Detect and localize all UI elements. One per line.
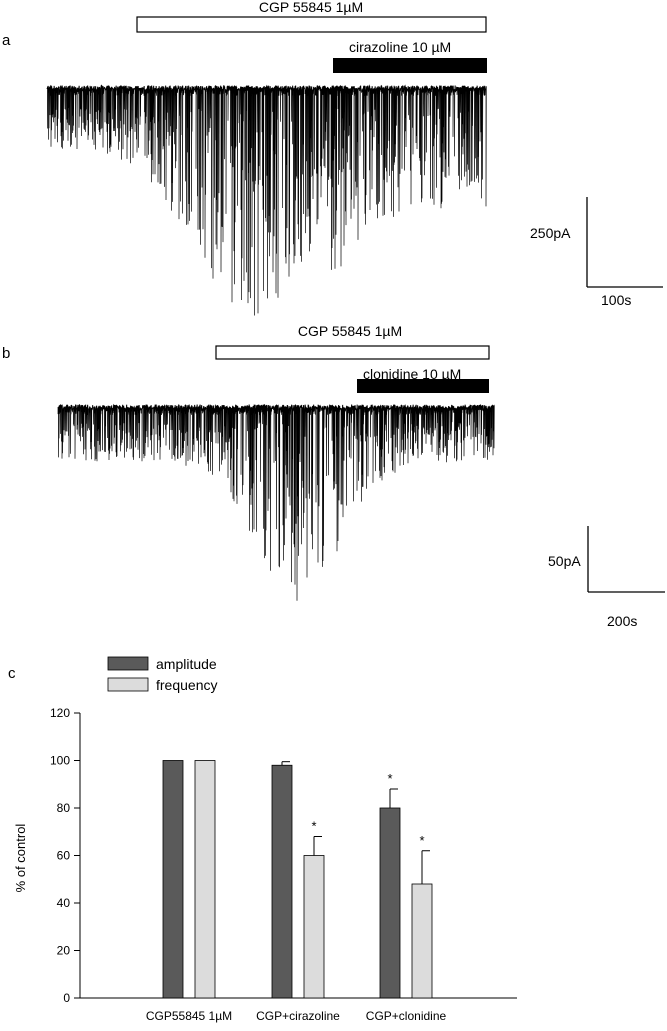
legend-label-amplitude: amplitude (156, 656, 217, 672)
legend: amplitude frequency (107, 656, 217, 693)
bar-frequency (411, 883, 433, 999)
panel-c-label: c (8, 665, 16, 682)
panel-b-trace (57, 403, 495, 601)
panel-a-label: a (2, 32, 11, 49)
y-tick-label: 100 (50, 754, 70, 768)
legend-swatch-frequency (107, 677, 149, 692)
bar-amplitude (379, 807, 401, 999)
panel-b-drug-bar-cgp (215, 345, 490, 360)
y-axis-label: % of control (13, 824, 28, 893)
y-tick-label: 80 (57, 801, 71, 815)
panel-b-scale-x-label: 200s (607, 613, 637, 629)
legend-swatch-amplitude (107, 656, 149, 671)
x-tick-label: CGP+cirazoline (256, 1009, 340, 1023)
panel-a-drug-bar-cirazoline-label: cirazoline 10 µM (349, 39, 451, 55)
panel-a-trace-path (46, 84, 487, 316)
x-tick-label: CGP+clonidine (366, 1009, 447, 1023)
panel-a-scale-x-label: 100s (601, 292, 631, 308)
significance-asterisk: * (311, 819, 316, 834)
panel-a-scale-y-label: 250pA (530, 225, 571, 241)
y-tick-label: 40 (57, 896, 71, 910)
legend-label-frequency: frequency (156, 677, 217, 693)
y-tick-label: 60 (57, 849, 71, 863)
panel-b-trace-path (57, 403, 495, 601)
panel-b-drug-bar-cgp-label: CGP 55845 1µM (298, 323, 402, 339)
bars: * * * (162, 760, 433, 999)
panel-b-drug-bar-clonidine-label: clonidine 10 µM (363, 366, 461, 382)
panel-a-drug-bar-cirazoline (333, 58, 487, 73)
y-tick-label: 120 (50, 706, 70, 720)
panel-a-drug-bar-cgp-label: CGP 55845 1µM (259, 0, 363, 15)
panel-a: a CGP 55845 1µM cirazoline 10 µM 250pA 1… (2, 0, 663, 316)
panel-a-drug-bar-cgp (136, 16, 487, 33)
panel-b-drug-bar-clonidine (357, 379, 489, 393)
x-ticks: CGP55845 1µM CGP+cirazoline CGP+clonidine (146, 1009, 447, 1023)
y-tick-label: 20 (57, 944, 71, 958)
significance-asterisk: * (387, 771, 392, 786)
bar-frequency (194, 760, 216, 999)
bar-amplitude (162, 760, 184, 999)
y-tick-label: 0 (63, 991, 70, 1005)
y-ticks: 0 20 40 60 80 100 120 (50, 706, 80, 1005)
x-tick-label: CGP55845 1µM (146, 1009, 232, 1023)
bar-frequency (303, 855, 325, 999)
panel-a-trace (46, 84, 487, 316)
panel-b-label: b (2, 345, 10, 362)
panel-c: c amplitude frequency % of control 0 20 40… (8, 656, 517, 1023)
panel-b: b CGP 55845 1µM clonidine 10 µM 50pA 200… (2, 323, 665, 629)
panel-b-scale-y-label: 50pA (548, 553, 581, 569)
significance-asterisk: * (419, 833, 424, 848)
bar-amplitude (271, 764, 293, 999)
